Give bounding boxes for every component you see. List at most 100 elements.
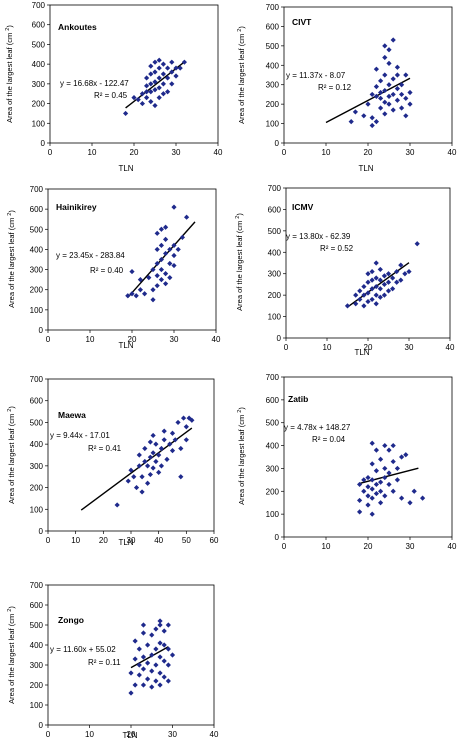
data-point xyxy=(390,488,396,494)
x-tick-label: 0 xyxy=(46,335,51,344)
data-point xyxy=(128,467,134,473)
x-tick-label: 30 xyxy=(168,730,177,739)
data-point xyxy=(149,684,155,690)
data-point xyxy=(150,287,156,293)
data-point xyxy=(399,91,405,98)
y-tick-label: 0 xyxy=(41,139,46,148)
data-point xyxy=(378,500,384,506)
data-point xyxy=(157,654,163,660)
x-tick-label: 10 xyxy=(322,542,331,551)
data-point xyxy=(142,458,148,465)
plot-frame xyxy=(283,376,453,538)
y-tick-label: 300 xyxy=(32,80,46,89)
data-point xyxy=(128,670,134,676)
data-point xyxy=(165,646,171,652)
chart-title: Ankoutes xyxy=(58,22,97,32)
data-point xyxy=(152,69,158,75)
data-point xyxy=(382,54,388,61)
data-point xyxy=(133,293,139,299)
data-point xyxy=(161,674,167,680)
data-point xyxy=(382,99,388,105)
x-tick-label: 20 xyxy=(130,148,139,157)
data-point xyxy=(394,64,400,70)
data-point xyxy=(390,442,396,449)
data-point xyxy=(361,477,367,483)
data-point xyxy=(149,632,155,638)
regression-equation: y = 9.44x - 17.01 xyxy=(50,431,110,440)
data-point xyxy=(161,658,167,664)
x-tick-label: 20 xyxy=(364,542,373,551)
trendline xyxy=(130,646,169,669)
y-tick-label: 200 xyxy=(30,484,44,493)
x-tick-label: 20 xyxy=(128,335,137,344)
y-tick-label: 400 xyxy=(30,641,44,650)
data-point xyxy=(153,662,159,668)
regression-equation: y = 13.80x - 62.39 xyxy=(286,232,351,241)
data-point xyxy=(169,430,176,436)
data-point xyxy=(154,246,160,253)
data-point xyxy=(144,95,150,101)
data-point xyxy=(407,89,413,96)
data-point xyxy=(390,37,396,43)
data-point xyxy=(169,69,175,75)
data-point xyxy=(386,47,392,53)
data-point xyxy=(153,646,159,652)
y-tick-label: 700 xyxy=(30,185,44,194)
y-axis-label: Area of the largest leaf (cm 2) xyxy=(7,210,16,308)
data-point xyxy=(357,509,363,515)
data-point xyxy=(183,437,189,443)
data-point xyxy=(140,682,147,688)
data-point xyxy=(158,242,164,248)
data-point xyxy=(132,656,138,662)
data-point xyxy=(394,86,400,92)
data-point xyxy=(135,97,141,103)
data-point xyxy=(136,662,142,668)
data-point xyxy=(156,95,162,101)
data-point xyxy=(369,296,375,303)
data-point xyxy=(361,113,367,119)
data-point xyxy=(373,283,379,290)
data-point xyxy=(169,652,176,658)
trendline xyxy=(325,77,411,124)
data-point xyxy=(394,268,400,275)
y-tick-label: 700 xyxy=(32,1,46,10)
y-tick-label: 0 xyxy=(39,721,44,730)
y-tick-label: 100 xyxy=(268,313,282,322)
chart-zongo: 0 100 200 300 400 500 600 700 0 10 20 30 40 TLN Area o… xyxy=(7,581,219,740)
data-point xyxy=(145,480,151,486)
y-tick-label: 400 xyxy=(32,60,46,69)
data-point xyxy=(156,452,162,458)
data-point xyxy=(154,230,160,236)
data-point xyxy=(399,454,405,460)
y-tick-label: 300 xyxy=(266,464,280,473)
data-point xyxy=(369,115,375,121)
x-tick-label: 0 xyxy=(282,148,287,157)
x-tick-label: 40 xyxy=(212,335,221,344)
data-point xyxy=(386,82,392,88)
trendline xyxy=(80,427,193,511)
data-point xyxy=(175,419,181,426)
data-point xyxy=(381,273,387,279)
data-point xyxy=(407,101,413,107)
data-point xyxy=(390,275,396,281)
y-tick-label: 600 xyxy=(268,205,282,214)
data-point xyxy=(399,105,405,111)
data-point xyxy=(406,268,412,275)
data-point xyxy=(385,288,392,294)
y-tick-label: 600 xyxy=(30,205,44,214)
data-point xyxy=(157,670,163,676)
r-squared-label: R² = 0.41 xyxy=(88,444,122,453)
data-point xyxy=(125,293,131,299)
data-point xyxy=(377,294,383,300)
data-point xyxy=(420,495,426,501)
data-point xyxy=(150,465,156,471)
data-point xyxy=(394,72,400,78)
data-point xyxy=(390,107,396,113)
x-tick-label: 30 xyxy=(406,148,415,157)
data-point xyxy=(378,105,384,111)
data-point xyxy=(373,84,379,90)
data-point xyxy=(386,93,392,99)
y-tick-label: 300 xyxy=(30,266,44,275)
data-point xyxy=(394,477,400,483)
